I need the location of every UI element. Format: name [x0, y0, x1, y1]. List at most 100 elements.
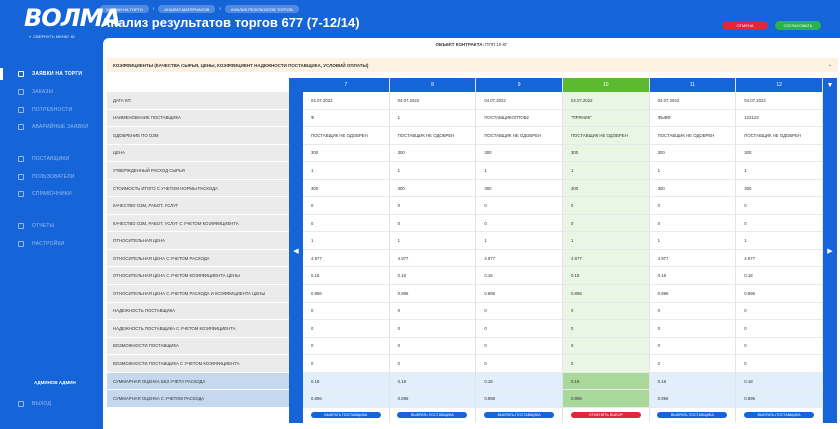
table-cell: 0	[389, 197, 476, 215]
box-icon	[18, 107, 24, 113]
table-cell: 0	[649, 214, 736, 233]
contract-object: ОБЪЕКТ КОНТРАКТА: ППП 10 КГ	[103, 42, 840, 47]
table-cell: ПОСТАВЩИК НЕ ОДОБРЕН	[303, 127, 389, 145]
table-cell: 1	[389, 109, 476, 128]
user-name: АДМИНОВ АДМИН	[34, 380, 76, 385]
scroll-right-button[interactable]: ▶	[823, 78, 837, 423]
sidebar-item[interactable]: ЗАЯВКИ НА ТОРГИ	[18, 68, 82, 80]
select-supplier-button[interactable]: ВЫБРАТЬ ПОСТАВЩИКА	[310, 411, 381, 418]
breadcrumb-item[interactable]: ЗАЯВКИ НА ТОРГИ	[100, 5, 149, 13]
table-cell: 0	[303, 337, 389, 356]
row-label: ОТНОСИТЕЛЬНАЯ ЦЕНА С УЧЕТОМ РАСХОДА И КО…	[107, 285, 289, 303]
table-cell: 4.977	[562, 249, 649, 268]
coefficients-accordion[interactable]: КОЭФФИЦИЕНТЫ (КАЧЕСТВА СЫРЬЯ, ЦЕНЫ, КОЭФ…	[107, 58, 838, 72]
sidebar-item[interactable]: ПОТРЕБНОСТИ	[18, 104, 72, 116]
table-cell: 300	[476, 144, 562, 163]
table-cell: 0	[562, 302, 649, 321]
table-cell: 0	[303, 320, 389, 338]
table-cell: 0	[736, 337, 822, 356]
column-header[interactable]: 11	[649, 78, 736, 92]
column-header[interactable]: 9	[476, 78, 562, 92]
column-header[interactable]: 10	[562, 78, 649, 92]
sidebar-item[interactable]: ПОЛЬЗОВАТЕЛИ	[18, 171, 75, 183]
row-labels: ДАТА КП НАИМЕНОВАНИЕ ПОСТАВЩИКА ОДОБРЕНИЕ …	[107, 78, 289, 408]
contract-value: ППП 10 КГ	[485, 42, 508, 47]
table-cell: ПОСТАВЩИК НЕ ОДОБРЕН	[736, 127, 822, 145]
column-header[interactable]: 12	[736, 78, 822, 92]
table-cell: 0	[389, 355, 476, 373]
sidebar-item[interactable]: АВАРИЙНЫЕ ЗАЯВКИ	[18, 121, 88, 133]
select-supplier-button[interactable]: ВЫБРАТЬ ПОСТАВЩИКА	[657, 411, 728, 418]
table-cell: 1	[562, 162, 649, 180]
select-supplier-button[interactable]: ВЫБРАТЬ ПОСТАВЩИКА	[744, 411, 815, 418]
select-supplier-button[interactable]: ВЫБРАТЬ ПОСТАВЩИКА	[397, 411, 468, 418]
sidebar-item[interactable]: ПОСТАВЩИКИ	[18, 153, 69, 165]
chevron-down-icon: ⌄	[827, 62, 832, 68]
table-cell: 04.07.2022	[736, 92, 822, 110]
sidebar-item-label: ПОСТАВЩИКИ	[32, 156, 70, 162]
table-cell: 0	[649, 302, 736, 321]
breadcrumb: ЗАЯВКИ НА ТОРГИ › АНАЛИЗ МАТЕРИАЛОВ › АН…	[100, 5, 299, 13]
column-footer: ВЫБРАТЬ ПОСТАВЩИКА	[303, 408, 389, 422]
table-cell: 0.896	[736, 285, 822, 303]
sidebar-item-label: ПОТРЕБНОСТИ	[32, 107, 73, 113]
table-cell: 04.07.2022	[562, 92, 649, 110]
table-cell: 0	[303, 197, 389, 215]
breadcrumb-separator: ›	[219, 6, 221, 12]
table-cell: 1	[736, 232, 822, 250]
row-label: СУММАРНАЯ ОЦЕНКА С УЧЕТОМ РАСХОДА	[107, 390, 289, 408]
scroll-left-button[interactable]: ◀	[289, 78, 303, 423]
row-label: КАЧЕСТВО ОЗМ, РАБОТ, УСЛУГ	[107, 197, 289, 215]
row-label: ДАТА КП	[107, 92, 289, 110]
row-label: УТВЕРЖДЕННЫЙ РАСХОД СЫРЬЯ	[107, 162, 289, 180]
row-label: ВОЗМОЖНОСТИ ПОСТАВЩИКА	[107, 337, 289, 356]
cart-icon	[18, 89, 24, 95]
logout-label: ВЫХОД	[32, 401, 52, 407]
table-cell: 0	[649, 320, 736, 338]
table-cell: 0	[736, 320, 822, 338]
supplier-column: 10 04.07.2022 "ПРЯНИК" ПОСТАВЩИК НЕ ОДОБРЕН…	[562, 78, 650, 422]
sidebar-item[interactable]: ОТЧЕТЫ	[18, 220, 54, 232]
table-cell: 0	[476, 337, 562, 356]
table-cell: 0	[389, 320, 476, 338]
table-cell: 0.896	[476, 285, 562, 303]
logout-button[interactable]: ВЫХОД	[18, 398, 51, 410]
table-cell: 0.18	[476, 267, 562, 286]
table-cell: 0.18	[562, 372, 649, 391]
sidebar-item[interactable]: ЗАКАЗЫ	[18, 86, 53, 98]
breadcrumb-item[interactable]: АНАЛИЗ МАТЕРИАЛОВ	[158, 5, 216, 13]
table-cell: Ф	[303, 109, 389, 128]
table-cell: 300	[562, 179, 649, 198]
sidebar: ВОЛМА « СВЕРНУТЬ МЕНЮ Ю ЗАЯВКИ НА ТОРГИ З…	[0, 0, 121, 429]
sidebar-item-label: ЗАЯВКИ НА ТОРГИ	[32, 71, 83, 77]
page-title: Анализ результатов торгов 677 (7-12/14)	[101, 15, 360, 30]
truck-icon	[18, 156, 24, 162]
table-cell: 0.896	[476, 390, 562, 408]
breadcrumb-item[interactable]: АНАЛИЗ РЕЗУЛЬТАТОВ ТОРГОВ	[224, 5, 299, 13]
row-label: ОДОБРЕНИЕ ПО ОЗМ	[107, 127, 289, 145]
table-cell: 1	[389, 232, 476, 250]
cancel-button[interactable]: ОТМЕНА	[722, 21, 768, 30]
table-cell: 0.18	[736, 372, 822, 391]
supplier-columns: 7 04.07.2022 Ф ПОСТАВЩИК НЕ ОДОБРЕН 300 1 300 0…	[303, 78, 823, 422]
table-cell: 0.18	[303, 372, 389, 391]
column-header[interactable]: 8	[389, 78, 476, 92]
table-cell: 0.18	[389, 267, 476, 286]
sidebar-item[interactable]: СПРАВОЧНИКИ	[18, 188, 72, 200]
column-header[interactable]: 7	[303, 78, 389, 92]
sidebar-item[interactable]: НАСТРОЙКИ	[18, 238, 64, 250]
approve-button[interactable]: СОГЛАСОВАТЬ	[775, 21, 821, 30]
cancel-selection-button[interactable]: ОТМЕНИТЬ ВЫБОР	[570, 411, 641, 418]
table-cell: 0.896	[649, 285, 736, 303]
select-supplier-button[interactable]: ВЫБРАТЬ ПОСТАВЩИКА	[484, 411, 555, 418]
row-label: НАДЕЖНОСТЬ ПОСТАВЩИКА	[107, 302, 289, 321]
table-cell: 4.977	[649, 249, 736, 268]
table-cell: 4.977	[476, 249, 562, 268]
report-icon	[18, 223, 24, 229]
collapse-menu-button[interactable]: « СВЕРНУТЬ МЕНЮ Ю	[29, 32, 85, 40]
filter-button[interactable]: ▼	[823, 78, 837, 92]
row-label: НАИМЕНОВАНИЕ ПОСТАВЩИКА	[107, 109, 289, 128]
table-cell: 0.18	[649, 372, 736, 391]
list-icon	[18, 71, 24, 77]
column-footer: ВЫБРАТЬ ПОСТАВЩИКА	[390, 408, 476, 422]
